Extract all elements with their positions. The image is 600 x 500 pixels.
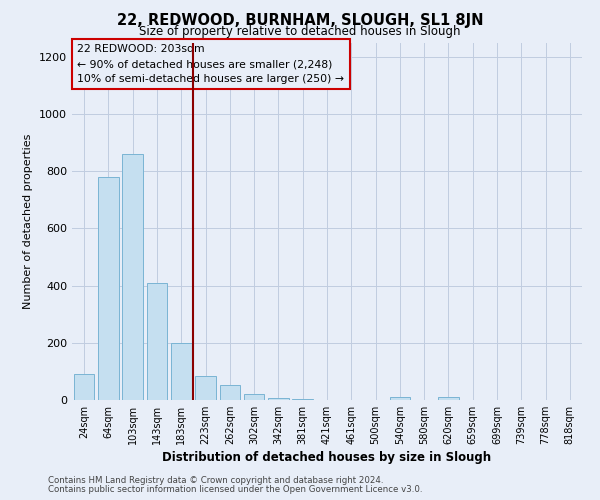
- Text: Size of property relative to detached houses in Slough: Size of property relative to detached ho…: [139, 25, 461, 38]
- Bar: [244, 394, 265, 400]
- Y-axis label: Number of detached properties: Number of detached properties: [23, 134, 34, 309]
- Bar: [98, 177, 119, 400]
- Bar: [146, 282, 167, 400]
- Bar: [171, 343, 191, 400]
- Bar: [74, 374, 94, 400]
- Text: 22, REDWOOD, BURNHAM, SLOUGH, SL1 8JN: 22, REDWOOD, BURNHAM, SLOUGH, SL1 8JN: [117, 12, 483, 28]
- Bar: [122, 154, 143, 400]
- Bar: [195, 376, 216, 400]
- Bar: [220, 385, 240, 400]
- Text: Contains public sector information licensed under the Open Government Licence v3: Contains public sector information licen…: [48, 485, 422, 494]
- Text: 22 REDWOOD: 203sqm
← 90% of detached houses are smaller (2,248)
10% of semi-deta: 22 REDWOOD: 203sqm ← 90% of detached hou…: [77, 44, 344, 84]
- Bar: [389, 397, 410, 400]
- Text: Contains HM Land Registry data © Crown copyright and database right 2024.: Contains HM Land Registry data © Crown c…: [48, 476, 383, 485]
- Bar: [268, 398, 289, 400]
- X-axis label: Distribution of detached houses by size in Slough: Distribution of detached houses by size …: [163, 451, 491, 464]
- Bar: [438, 397, 459, 400]
